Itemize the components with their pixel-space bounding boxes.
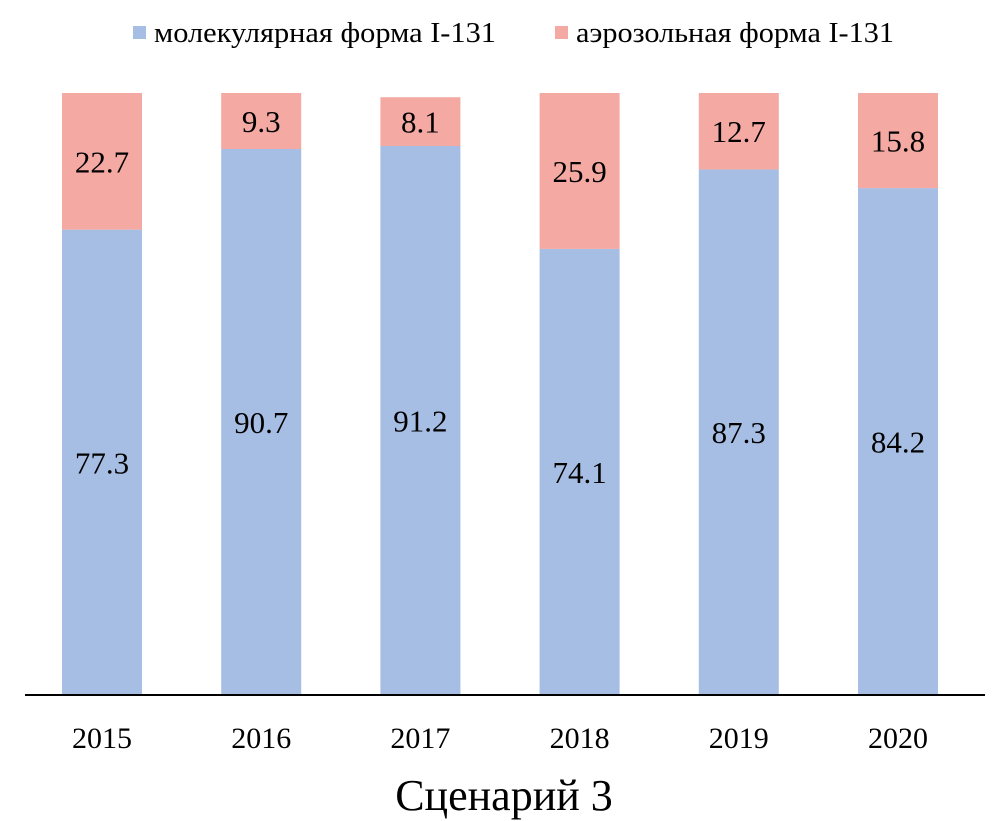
legend-swatch-molecular [133,26,146,39]
chart-title: Сценарий 3 [395,771,613,820]
x-tick-label: 2017 [390,722,450,755]
data-label: 22.7 [75,144,129,179]
data-label: 84.2 [871,425,925,460]
x-tick-label: 2016 [231,722,291,755]
bar-segment-2019-aerosol [698,93,779,170]
data-label: 8.1 [401,105,440,140]
bar-segment-2016-aerosol [221,93,302,149]
x-tick-label: 2018 [550,722,610,755]
data-label: 12.7 [712,114,766,149]
bar-segment-2017-molecular [380,145,461,695]
data-label: 9.3 [242,104,281,139]
x-tick-labels: 2015 2016 2017 2018 2019 2020 [72,722,928,755]
legend-label: аэрозольная форма I-131 [576,17,894,49]
data-label: 77.3 [75,445,129,480]
data-label: 91.2 [393,403,447,438]
legend-swatch-aerosol [555,26,568,39]
x-tick-label: 2019 [709,722,769,755]
bar-segment-2020-molecular [858,188,938,695]
data-label: 74.1 [552,455,606,490]
data-label: 90.7 [234,405,288,440]
data-label: 87.3 [712,415,766,450]
bar-segment-2018-molecular [539,248,620,695]
legend: молекулярная форма I-131 аэрозольная форм… [133,17,894,49]
bar-segment-2015-molecular [62,229,142,696]
x-tick-label: 2015 [72,722,132,755]
bar-segment-2020-aerosol [858,93,938,189]
bar-segment-2017-aerosol [380,97,461,146]
x-tick-label: 2020 [868,722,928,755]
data-label: 15.8 [871,124,925,159]
bar-segment-2018-aerosol [539,93,620,249]
data-label: 25.9 [552,154,606,189]
bars: 77.3 22.7 90.7 9.3 91.2 8.1 74.1 25.9 87.3 12.7 84… [62,93,938,696]
bar-segment-2019-molecular [698,169,779,696]
bar-segment-2015-aerosol [62,93,142,230]
bar-segment-2016-molecular [221,148,302,696]
legend-label: молекулярная форма I-131 [154,17,496,49]
